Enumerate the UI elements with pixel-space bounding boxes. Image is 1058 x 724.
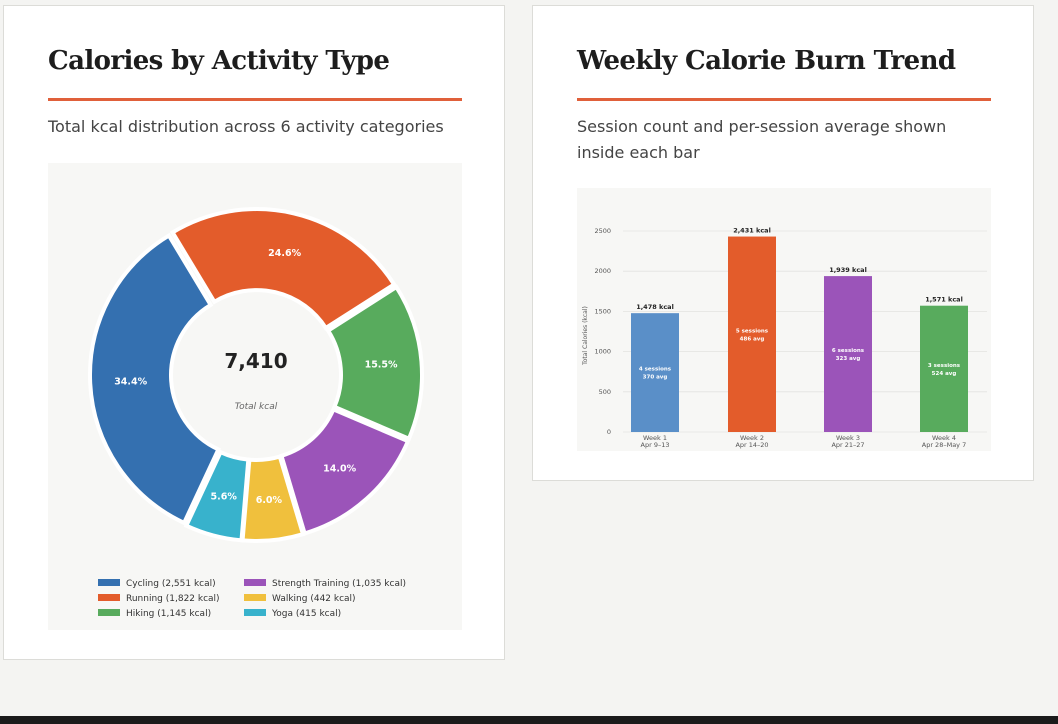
legend-item: Yoga (415 kcal) xyxy=(244,609,341,619)
bar-card-subtitle: Session count and per-session average sh… xyxy=(577,117,947,162)
bar-sessions-label: 4 sessions xyxy=(639,367,672,373)
legend-item: Walking (442 kcal) xyxy=(244,594,356,604)
donut-slice-label: 6.0% xyxy=(256,495,283,506)
bar-value-label: 1,478 kcal xyxy=(636,303,674,311)
bar-sessions-label: 5 sessions xyxy=(736,328,769,334)
legend-swatch xyxy=(244,609,266,616)
donut-chart: 34.4% 24.6% 15.5% 14.0% 6.0% 5.6% 7,410 Total… xyxy=(88,207,424,619)
bar-week-1 xyxy=(631,313,679,432)
legend-label: Running (1,822 kcal) xyxy=(126,594,220,604)
bar-value-label: 2,431 kcal xyxy=(733,227,771,235)
donut-slice-running xyxy=(169,207,397,331)
legend-item: Running (1,822 kcal) xyxy=(98,594,220,604)
legend-label: Cycling (2,551 kcal) xyxy=(126,579,216,589)
y-tick-label: 2500 xyxy=(594,227,611,235)
x-tick-dates: Apr 14–20 xyxy=(735,441,768,449)
bar-chart-area: 0 500 1000 1500 2000 2500 Total Calories (kca… xyxy=(577,188,991,451)
y-tick-label: 0 xyxy=(607,428,611,436)
donut-card-title: Calories by Activity Type xyxy=(48,46,390,76)
legend-label: Hiking (1,145 kcal) xyxy=(126,609,211,619)
bar-card-title: Weekly Calorie Burn Trend xyxy=(577,46,956,76)
weekly-trend-card: Weekly Calorie Burn Trend Session count … xyxy=(532,5,1034,481)
bar-series: 1,478 kcal 4 sessions 370 avg 2,431 kcal 5 s… xyxy=(631,227,968,432)
donut-slice-labels: 34.4% 24.6% 15.5% 14.0% 6.0% 5.6% xyxy=(114,248,398,506)
bar-title-rule xyxy=(577,98,991,101)
bar-chart: 0 500 1000 1500 2000 2500 Total Calories (kca… xyxy=(582,227,987,449)
x-tick-dates: Apr 28–May 7 xyxy=(922,441,966,449)
donut-slice-hiking xyxy=(325,284,424,442)
y-tick-label: 500 xyxy=(599,388,611,396)
legend-swatch xyxy=(98,609,120,616)
bar-avg-label: 370 avg xyxy=(643,375,668,381)
bar-y-axis-title: Total Calories (kcal) xyxy=(582,306,589,366)
bar-value-label: 1,939 kcal xyxy=(829,266,867,274)
x-tick-week: Week 1 xyxy=(643,434,667,442)
bar-y-ticks: 0 500 1000 1500 2000 2500 xyxy=(594,227,611,436)
legend-label: Strength Training (1,035 kcal) xyxy=(272,579,406,589)
legend-item: Hiking (1,145 kcal) xyxy=(98,609,211,619)
bar-avg-label: 486 avg xyxy=(740,336,765,342)
activity-donut-card: Calories by Activity Type Total kcal dis… xyxy=(3,5,505,660)
donut-chart-area: 34.4% 24.6% 15.5% 14.0% 6.0% 5.6% 7,410 Total… xyxy=(48,163,462,630)
bar-sessions-label: 3 sessions xyxy=(928,363,961,369)
donut-slice-cycling xyxy=(88,232,222,526)
x-tick-dates: Apr 9–13 xyxy=(641,441,670,449)
x-tick-dates: Apr 21–27 xyxy=(831,441,864,449)
legend-item: Cycling (2,551 kcal) xyxy=(98,579,216,589)
bar-value-label: 1,571 kcal xyxy=(925,296,963,304)
bar-avg-label: 524 avg xyxy=(932,371,957,377)
bar-sessions-label: 6 sessions xyxy=(832,348,865,354)
x-tick-week: Week 4 xyxy=(932,434,956,442)
donut-slice-label: 14.0% xyxy=(323,464,356,475)
bar-week-4 xyxy=(920,305,968,432)
donut-slice-label: 24.6% xyxy=(268,248,301,259)
legend-swatch xyxy=(244,579,266,586)
y-tick-label: 1000 xyxy=(594,348,611,356)
y-tick-label: 1500 xyxy=(594,307,611,315)
legend-label: Walking (442 kcal) xyxy=(272,594,356,604)
x-tick-week: Week 3 xyxy=(836,434,860,442)
legend-item: Strength Training (1,035 kcal) xyxy=(244,579,406,589)
y-tick-label: 2000 xyxy=(594,267,611,275)
donut-legend: Cycling (2,551 kcal) Running (1,822 kcal)… xyxy=(98,579,406,619)
donut-title-rule xyxy=(48,98,462,101)
donut-slices xyxy=(88,207,424,543)
legend-swatch xyxy=(98,579,120,586)
donut-center-label: Total kcal xyxy=(235,402,278,412)
x-tick-week: Week 2 xyxy=(740,434,764,442)
legend-swatch xyxy=(98,594,120,601)
donut-slice-label: 5.6% xyxy=(211,491,238,502)
legend-label: Yoga (415 kcal) xyxy=(271,609,341,619)
donut-slice-yoga xyxy=(183,449,251,543)
bar-avg-label: 323 avg xyxy=(836,356,861,362)
bar-week-3 xyxy=(824,276,872,432)
bar-week-2 xyxy=(728,236,776,432)
donut-center-total: 7,410 xyxy=(224,349,287,373)
donut-slice-label: 15.5% xyxy=(365,360,398,371)
bottom-bar xyxy=(0,716,1058,724)
legend-swatch xyxy=(244,594,266,601)
donut-slice-label: 34.4% xyxy=(114,377,147,388)
donut-card-subtitle: Total kcal distribution across 6 activit… xyxy=(48,117,444,136)
